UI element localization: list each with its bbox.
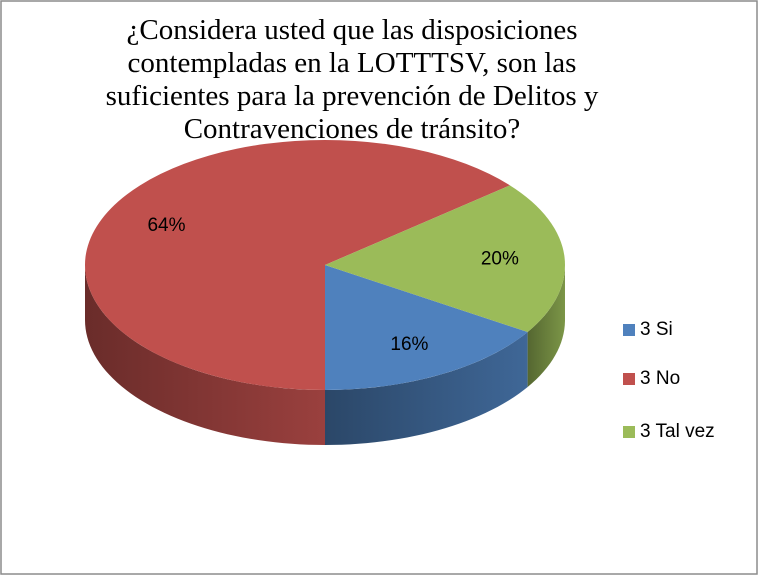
pie-slice <box>325 185 565 332</box>
data-label: 64% <box>147 215 185 236</box>
pie-slice <box>85 140 510 390</box>
legend-label: 3 Tal vez <box>640 421 715 442</box>
legend-swatch <box>623 373 635 385</box>
legend-swatch <box>623 426 635 438</box>
legend-label: 3 No <box>640 368 680 389</box>
pie: 16% 64% 20% <box>85 140 565 445</box>
data-label: 16% <box>390 334 428 355</box>
pie-slice <box>325 265 528 390</box>
pie-slice-side <box>85 265 325 445</box>
pie-slice-side <box>527 265 565 387</box>
pie-slice-side <box>325 331 528 445</box>
legend-label: 3 Si <box>640 319 673 340</box>
chart-title: ¿Considera usted que las disposiciones c… <box>105 14 599 145</box>
data-label: 20% <box>481 248 519 269</box>
legend: 3 Si 3 No 3 Tal vez <box>623 319 715 442</box>
legend-swatch <box>623 324 635 336</box>
